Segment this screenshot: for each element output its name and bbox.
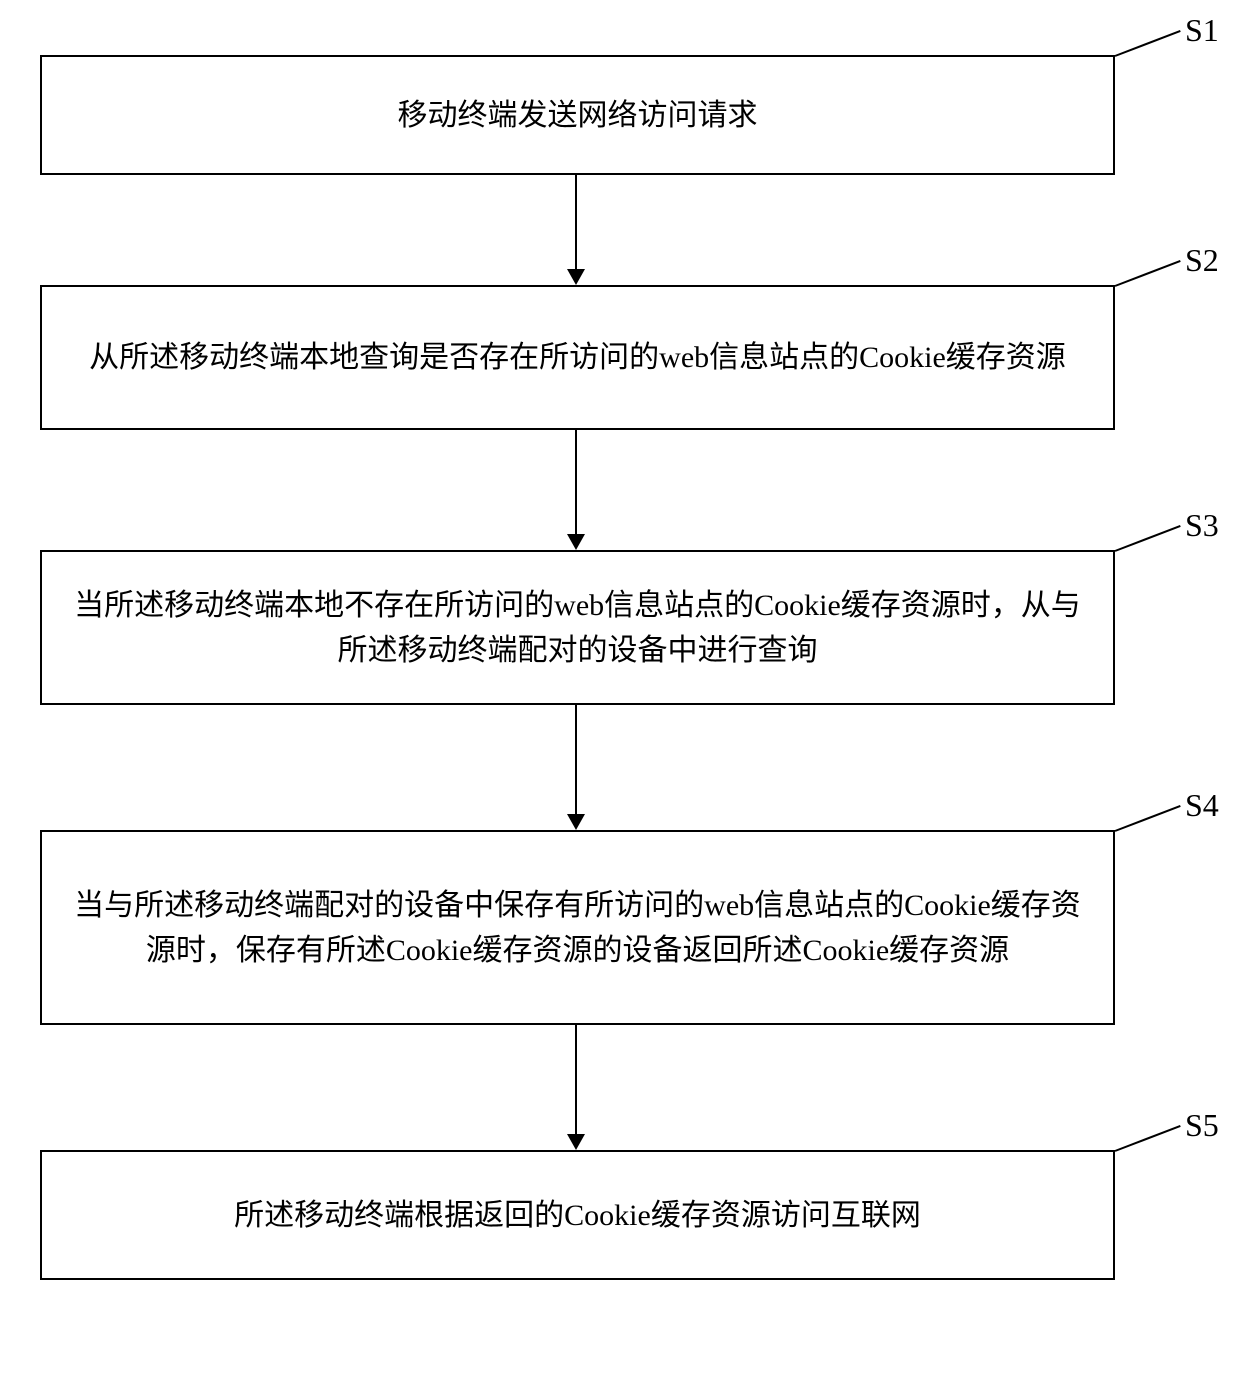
step-box-s4: 当与所述移动终端配对的设备中保存有所访问的web信息站点的Cookie缓存资源时… xyxy=(40,830,1115,1025)
step-label-s4: S4 xyxy=(1185,787,1219,824)
leader-line-s2 xyxy=(1115,260,1181,287)
step-label-s5: S5 xyxy=(1185,1107,1219,1144)
step-box-s3: 当所述移动终端本地不存在所访问的web信息站点的Cookie缓存资源时，从与所述… xyxy=(40,550,1115,705)
step-box-s5: 所述移动终端根据返回的Cookie缓存资源访问互联网 xyxy=(40,1150,1115,1280)
step-text-s1: 移动终端发送网络访问请求 xyxy=(398,93,758,138)
leader-line-s4 xyxy=(1115,805,1181,832)
step-label-s3: S3 xyxy=(1185,507,1219,544)
leader-line-s1 xyxy=(1115,30,1181,57)
step-text-s5: 所述移动终端根据返回的Cookie缓存资源访问互联网 xyxy=(234,1193,921,1238)
step-text-s2: 从所述移动终端本地查询是否存在所访问的web信息站点的Cookie缓存资源 xyxy=(89,335,1066,380)
leader-line-s5 xyxy=(1115,1125,1181,1152)
step-text-s3: 当所述移动终端本地不存在所访问的web信息站点的Cookie缓存资源时，从与所述… xyxy=(62,583,1093,673)
leader-line-s3 xyxy=(1115,525,1181,552)
step-box-s1: 移动终端发送网络访问请求 xyxy=(40,55,1115,175)
arrow-s4-s5 xyxy=(575,1025,577,1148)
flowchart-container: 移动终端发送网络访问请求 S1 从所述移动终端本地查询是否存在所访问的web信息… xyxy=(0,0,1240,1392)
step-label-s1: S1 xyxy=(1185,12,1219,49)
arrow-s2-s3 xyxy=(575,430,577,548)
arrow-s1-s2 xyxy=(575,175,577,283)
arrow-s3-s4 xyxy=(575,705,577,828)
step-label-s2: S2 xyxy=(1185,242,1219,279)
step-text-s4: 当与所述移动终端配对的设备中保存有所访问的web信息站点的Cookie缓存资源时… xyxy=(62,883,1093,973)
step-box-s2: 从所述移动终端本地查询是否存在所访问的web信息站点的Cookie缓存资源 xyxy=(40,285,1115,430)
